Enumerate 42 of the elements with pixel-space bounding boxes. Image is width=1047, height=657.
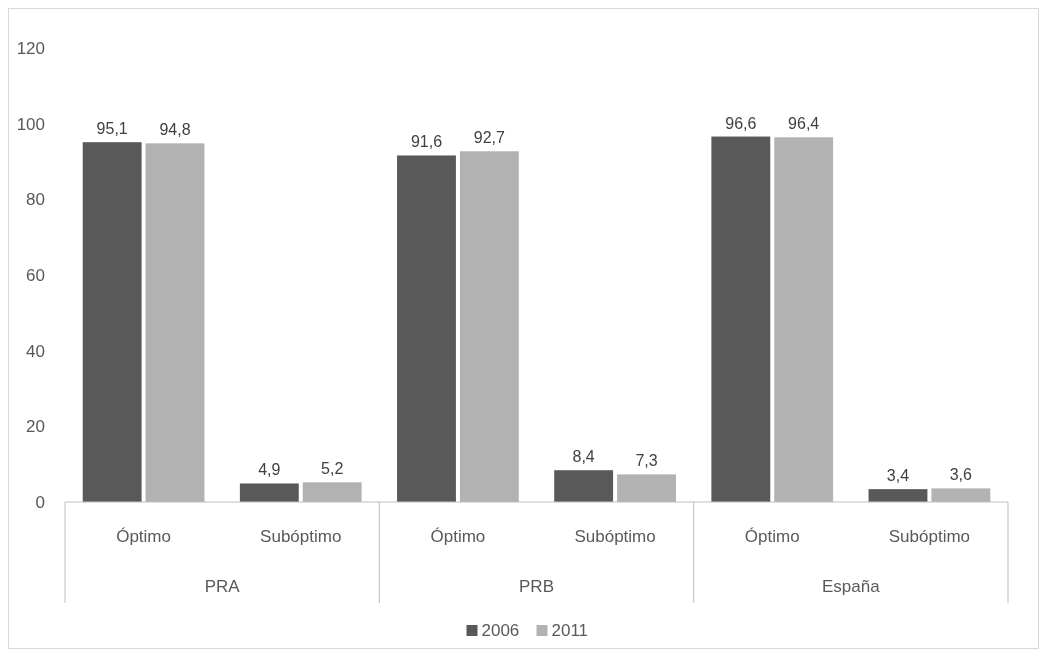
bar: [774, 137, 834, 502]
text: PRA: [204, 577, 241, 596]
data-label: 95,1: [96, 120, 128, 138]
bar: [931, 488, 991, 502]
bar: [397, 155, 456, 502]
data-label: 96,6: [725, 114, 757, 132]
data-label: 8,4: [572, 448, 595, 466]
bar: [554, 470, 614, 502]
x-tick-label: Subóptimo: [888, 527, 971, 546]
data-label: 3,4: [886, 467, 910, 485]
x-tick-label: Subóptimo: [574, 527, 656, 546]
y-tick-label: 100: [16, 114, 45, 134]
text: PRB: [519, 577, 554, 596]
bar: [82, 142, 142, 502]
y-tick-label: 80: [26, 190, 45, 210]
legend-label: 2006: [481, 621, 520, 640]
data-label: 5,2: [321, 460, 344, 478]
bar: [459, 151, 519, 502]
y-tick-label: 0: [35, 493, 45, 512]
y-tick-label: 60: [26, 266, 45, 285]
data-label: 92,7: [473, 129, 506, 147]
x-tick-label: Óptimo: [430, 527, 486, 546]
y-tick-label: 120: [16, 39, 45, 58]
data-label: 4,9: [258, 461, 281, 479]
bar: [145, 143, 205, 502]
bar: [239, 483, 299, 502]
data-label: 7,3: [635, 452, 658, 470]
data-label: 94,8: [159, 121, 191, 139]
x-tick-label: Óptimo: [116, 527, 171, 546]
data-label: 3,6: [949, 466, 973, 484]
bar: [302, 482, 362, 502]
data-label: 91,6: [410, 133, 443, 151]
bar: [711, 136, 771, 502]
text: España: [822, 577, 881, 596]
bar: [617, 474, 676, 502]
y-tick-label: 40: [26, 341, 45, 361]
legend-label: 2011: [551, 621, 589, 640]
data-label: 96,4: [788, 115, 820, 133]
y-tick-label: 20: [26, 417, 45, 437]
x-tick-label: Óptimo: [744, 527, 800, 546]
x-tick-label: Subóptimo: [260, 527, 342, 546]
bar: [868, 489, 928, 502]
